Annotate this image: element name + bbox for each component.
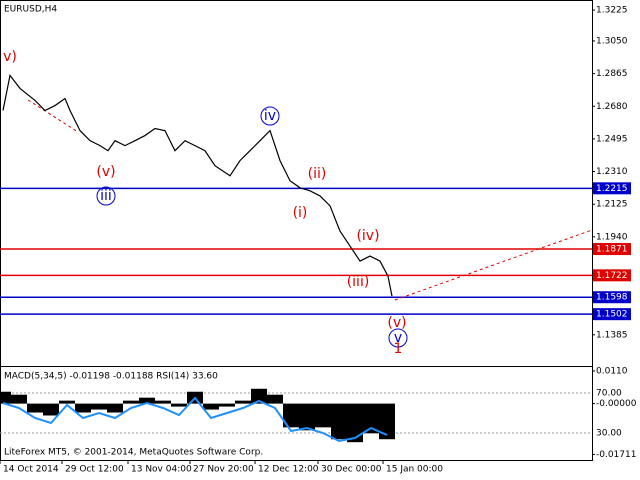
y-tick-label: 1.1940 [596, 232, 628, 242]
level-tag [593, 182, 631, 195]
x-tick-label: 30 Dec 00:00 [321, 465, 382, 475]
y-tick-label: 1.3225 [596, 6, 628, 16]
level-tag [593, 291, 631, 304]
wave-circle [388, 328, 408, 348]
trend-line [27, 99, 79, 133]
wave-label: (iii) [347, 274, 370, 290]
macd-bar [203, 403, 219, 410]
macd-bar [219, 403, 235, 407]
wave-circle [96, 186, 116, 206]
wave-label: iv [264, 108, 276, 124]
macd-bar [91, 403, 107, 410]
symbol-title: EURUSD,H4 [4, 5, 57, 15]
macd-bar [283, 403, 299, 428]
macd-bar [331, 403, 347, 440]
wave-label: (i) [293, 205, 308, 221]
y-tick-label: 1.2865 [596, 69, 628, 79]
x-tick-label: 13 Nov 04:00 [131, 465, 192, 475]
wave-circle [260, 106, 280, 126]
y2-tick-label: 30.00 [596, 429, 622, 439]
macd-bar [107, 403, 123, 413]
macd-bar [299, 403, 315, 431]
macd-bar [59, 400, 75, 404]
x-tick-label: 12 Dec 12:00 [258, 465, 319, 475]
wave-label: v [394, 330, 402, 346]
macd-bar [27, 403, 43, 413]
x-tick-label: 27 Nov 20:00 [193, 465, 254, 475]
level-label: 1.2215 [596, 184, 628, 194]
x-tick-label: 15 Jan 00:00 [386, 465, 443, 475]
level-tag [593, 308, 631, 321]
wave-label: v) [3, 49, 17, 65]
wave-label: 1 [394, 341, 403, 357]
macd-bar [267, 394, 283, 404]
projection-line [394, 229, 593, 301]
y-tick-label: 1.3050 [596, 36, 628, 46]
macd-bar [171, 403, 187, 407]
wave-label: iii [100, 188, 112, 204]
y-tick-label: 1.2310 [596, 167, 628, 177]
macd-bar [363, 403, 379, 434]
indicator-title: MACD(5,34,5) -0.01198 -0.01188 RSI(14) 3… [4, 372, 218, 382]
y-tick-label: 1.2125 [596, 200, 628, 210]
price-line [2, 73, 393, 297]
level-label: 1.1598 [596, 293, 628, 303]
rsi-line [2, 396, 388, 443]
wave-label: (iv) [356, 228, 379, 244]
y-tick-label: 1.2680 [596, 102, 628, 112]
y-tick-label: 1.1385 [596, 330, 628, 340]
macd-bar [139, 397, 155, 404]
x-tick-label: 29 Oct 12:00 [65, 465, 124, 475]
macd-bar [75, 403, 91, 413]
y2-tick-label: 70.00 [596, 389, 622, 399]
y-tick-label: 1.2495 [596, 134, 628, 144]
wave-label: (v) [387, 315, 406, 331]
x-tick-label: 14 Oct 2014 [3, 465, 59, 475]
level-tag [593, 269, 631, 282]
macd-bar [11, 394, 27, 404]
level-label: 1.1871 [596, 245, 628, 255]
level-label: 1.1722 [596, 271, 628, 281]
y-tick-label: 0.0110 [596, 366, 628, 376]
macd-bar [0, 391, 11, 404]
level-tag [593, 243, 631, 256]
macd-bar [251, 388, 267, 404]
frame [0, 0, 593, 461]
macd-bar [315, 403, 331, 428]
macd-bar [379, 403, 395, 440]
y-tick-label: -0.01711 [596, 450, 636, 460]
macd-bar [155, 400, 171, 404]
level-label: 1.1502 [596, 310, 628, 320]
macd-bar [347, 403, 363, 443]
copyright: LiteForex MT5, © 2001-2014, MetaQuotes S… [4, 448, 263, 458]
wave-label: (v) [96, 164, 115, 180]
wave-label: (ii) [308, 166, 327, 182]
macd-bar [235, 400, 251, 404]
y-tick-label: -0.00000 [596, 399, 637, 409]
macd-bar [123, 400, 139, 404]
macd-bar [43, 403, 59, 416]
